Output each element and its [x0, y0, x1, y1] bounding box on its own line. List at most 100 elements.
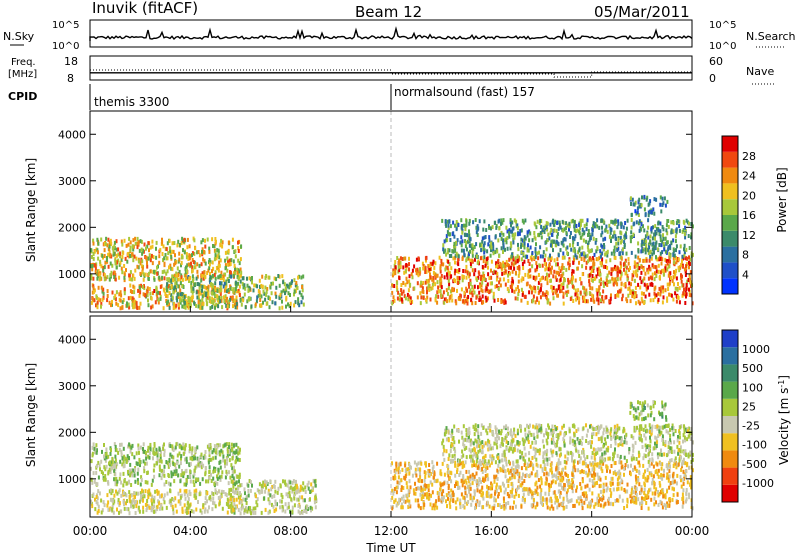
echo-cell: [209, 271, 211, 276]
echo-cell: [230, 508, 233, 512]
echo-cell: [234, 280, 237, 285]
echo-cell: [247, 288, 250, 293]
echo-cell: [589, 286, 592, 291]
echo-cell: [232, 453, 235, 458]
echo-cell: [222, 284, 225, 289]
echo-cell: [242, 505, 245, 510]
echo-cell: [490, 241, 493, 246]
echo-cell: [160, 503, 163, 508]
echo-cell: [90, 466, 92, 471]
echo-cell: [471, 250, 474, 255]
echo-cell: [116, 462, 119, 467]
echo-cell: [116, 260, 118, 265]
echo-cell: [440, 258, 443, 263]
echo-cell: [169, 498, 172, 503]
echo-cell: [134, 236, 137, 241]
echo-cell: [204, 450, 207, 454]
echo-cell: [281, 495, 284, 500]
echo-cell: [194, 465, 197, 470]
velocity-echo-field: [90, 400, 694, 516]
echo-cell: [461, 239, 464, 244]
echo-cell: [201, 271, 204, 276]
echo-cell: [575, 297, 578, 302]
echo-cell: [124, 492, 127, 497]
echo-cell: [392, 295, 395, 300]
echo-cell: [493, 298, 496, 303]
echo-cell: [672, 253, 675, 257]
echo-cell: [209, 443, 212, 447]
echo-cell: [218, 501, 221, 506]
echo-cell: [524, 218, 527, 223]
echo-cell: [557, 489, 560, 494]
echo-cell: [179, 498, 182, 503]
echo-cell: [502, 299, 505, 304]
echo-cell: [132, 273, 135, 278]
echo-cell: [169, 263, 172, 268]
echo-cell: [118, 510, 120, 515]
echo-cell: [469, 262, 472, 266]
echo-cell: [140, 494, 142, 499]
echo-cell: [523, 239, 526, 244]
echo-cell: [167, 251, 170, 256]
echo-cell: [657, 263, 660, 268]
echo-cell: [179, 298, 182, 303]
echo-cell: [511, 281, 514, 286]
echo-cell: [492, 251, 495, 256]
echo-cell: [211, 237, 214, 242]
echo-cell: [616, 225, 619, 230]
echo-cell: [228, 458, 231, 463]
echo-cell: [596, 267, 599, 272]
echo-cell: [454, 244, 457, 249]
echo-cell: [617, 241, 620, 246]
echo-cell: [482, 227, 485, 232]
echo-cell: [606, 265, 609, 270]
echo-cell: [92, 442, 95, 447]
echo-cell: [189, 300, 192, 305]
echo-cell: [460, 248, 463, 253]
echo-cell: [486, 462, 488, 467]
echo-cell: [683, 292, 686, 297]
echo-cell: [208, 443, 211, 448]
colorbar-swatch: [722, 151, 738, 168]
echo-cell: [114, 444, 117, 449]
echo-cell: [100, 302, 103, 306]
echo-cell: [159, 453, 162, 457]
echo-cell: [420, 280, 423, 285]
echo-cell: [294, 283, 297, 288]
echo-cell: [445, 493, 448, 498]
echo-cell: [139, 445, 142, 450]
echo-cell: [177, 303, 180, 308]
echo-cell: [535, 275, 538, 280]
echo-cell: [488, 235, 491, 240]
echo-cell: [593, 224, 596, 229]
echo-cell: [535, 242, 537, 247]
echo-cell: [251, 508, 253, 513]
echo-cell: [182, 248, 184, 253]
echo-cell: [644, 469, 646, 474]
echo-cell: [433, 265, 436, 270]
echo-cell: [547, 298, 550, 303]
echo-cell: [556, 293, 559, 298]
echo-cell: [213, 466, 215, 471]
echo-cell: [616, 487, 619, 492]
echo-cell: [202, 463, 205, 468]
echo-cell: [161, 472, 164, 477]
echo-cell: [456, 480, 459, 485]
echo-cell: [649, 267, 652, 272]
echo-cell: [582, 469, 585, 474]
colorbar-tick-label: 4: [742, 268, 749, 281]
echo-cell: [483, 248, 486, 253]
echo-cell: [545, 290, 548, 295]
echo-cell: [446, 275, 449, 280]
echo-cell: [653, 250, 655, 255]
echo-cell: [193, 489, 196, 494]
echo-cell: [137, 240, 140, 244]
echo-cell: [471, 243, 474, 248]
echo-cell: [129, 449, 132, 454]
echo-cell: [448, 248, 451, 253]
echo-cell: [206, 237, 209, 242]
echo-cell: [471, 463, 474, 468]
echo-cell: [432, 270, 435, 275]
echo-cell: [570, 219, 573, 224]
echo-cell: [599, 483, 602, 488]
